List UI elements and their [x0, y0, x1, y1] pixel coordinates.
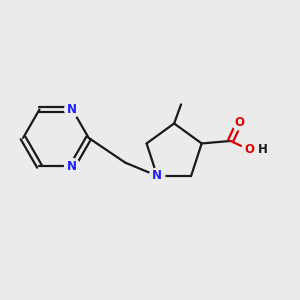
Text: H: H [257, 143, 267, 156]
Circle shape [242, 142, 256, 157]
Text: N: N [67, 160, 77, 173]
Text: N: N [67, 103, 77, 116]
Text: O: O [234, 116, 244, 129]
Circle shape [232, 115, 246, 130]
Circle shape [64, 102, 80, 117]
Text: N: N [152, 169, 162, 182]
Circle shape [149, 168, 165, 184]
Circle shape [64, 159, 80, 174]
Text: O: O [244, 143, 254, 156]
